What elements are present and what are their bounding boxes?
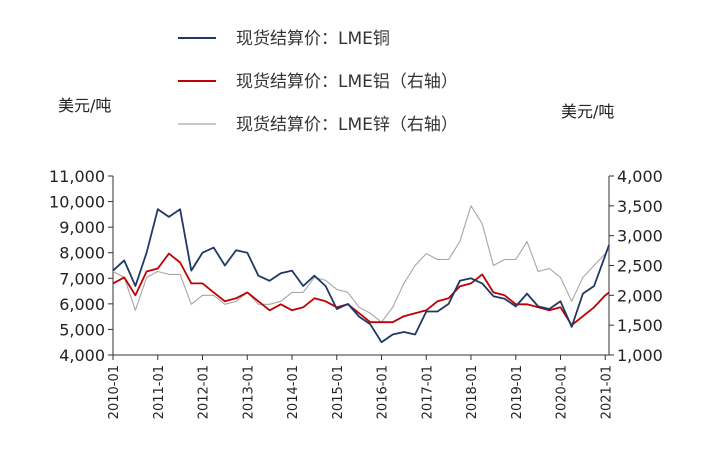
left-y-ticks: 4,000 5,000 6,000 7,000 8,000 9,000 10,000 11,0…: [49, 167, 113, 365]
left-y-tick-label: 11,000: [49, 167, 105, 186]
legend-label-copper: 现货结算价：LME铜: [236, 29, 390, 49]
x-tick-label: 2011-01: [152, 365, 167, 419]
right-y-ticks: 1,000 1,500 2,000 2,500 3,000 3,500 4,000: [609, 167, 663, 365]
x-tick-label: 2020-01: [555, 365, 570, 419]
x-ticks: 2010-01 2011-01 2012-01 2013-01 2014-01 2015-…: [107, 355, 614, 419]
x-tick-label: 2019-01: [510, 365, 525, 419]
left-y-tick-label: 8,000: [59, 244, 105, 263]
right-y-tick-label: 1,000: [617, 346, 663, 365]
right-y-tick-label: 2,500: [617, 257, 663, 276]
left-y-tick-label: 7,000: [59, 269, 105, 288]
series-lines: [112, 205, 610, 344]
legend-label-zinc: 现货结算价：LME锌（右轴）: [236, 115, 458, 135]
left-y-tick-label: 6,000: [59, 295, 105, 314]
series-line-zinc: [112, 205, 610, 323]
right-axis-unit: 美元/吨: [561, 102, 614, 121]
x-tick-label: 2010-01: [107, 365, 122, 419]
right-y-tick-label: 2,000: [617, 286, 663, 305]
x-tick-label: 2021-01: [599, 365, 614, 419]
x-tick-label: 2014-01: [286, 365, 301, 419]
legend: 现货结算价：LME铜 现货结算价：LME铝（右轴） 现货结算价：LME锌（右轴）: [178, 29, 458, 135]
series-line-copper: [112, 208, 610, 344]
series-line-aluminum: [112, 252, 610, 327]
right-y-tick-label: 4,000: [617, 167, 663, 186]
x-tick-label: 2016-01: [376, 365, 391, 419]
x-tick-label: 2015-01: [331, 365, 346, 419]
right-y-tick-label: 3,000: [617, 227, 663, 246]
x-tick-label: 2017-01: [420, 365, 435, 419]
x-tick-label: 2018-01: [465, 365, 480, 419]
x-tick-label: 2012-01: [197, 365, 212, 419]
right-y-tick-label: 1,500: [617, 316, 663, 335]
left-y-tick-label: 9,000: [59, 218, 105, 237]
right-y-tick-label: 3,500: [617, 197, 663, 216]
x-tick-label: 2013-01: [241, 365, 256, 419]
left-y-tick-label: 5,000: [59, 320, 105, 339]
left-y-tick-label: 4,000: [59, 346, 105, 365]
legend-label-aluminum: 现货结算价：LME铝（右轴）: [236, 72, 458, 92]
left-axis-unit: 美元/吨: [58, 96, 111, 115]
left-y-tick-label: 10,000: [49, 193, 105, 212]
